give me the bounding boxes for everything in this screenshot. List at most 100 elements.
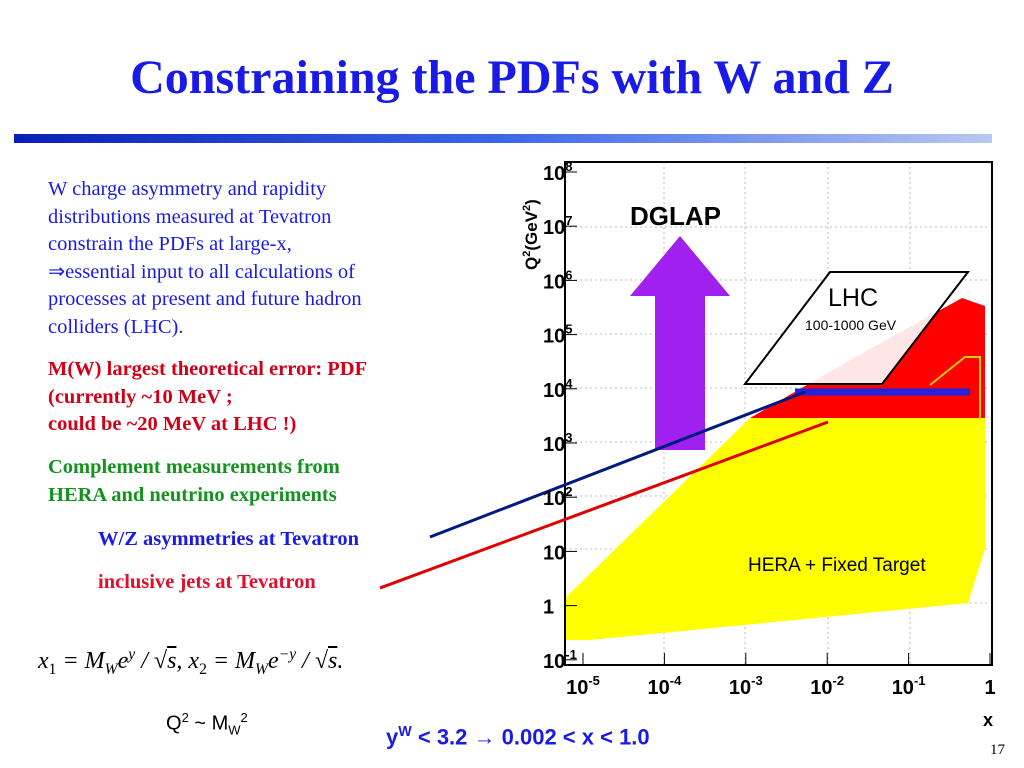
list-item: W/Z asymmetries at Tevatron — [98, 528, 359, 550]
tick-label: 102 — [543, 484, 572, 510]
text-line: distributions measured at Tevatron — [48, 205, 332, 228]
formula-part: , x — [176, 648, 200, 674]
title-rule — [14, 134, 992, 143]
text-line: colliders (LHC). — [48, 315, 184, 338]
range: yW < 3.2 → 0.002 < x < 1.0 — [386, 724, 650, 750]
tick-base: 10 — [543, 163, 565, 185]
region-label: DGLAP — [630, 201, 721, 231]
formula-part: s — [328, 648, 338, 674]
relation-part: 2 — [181, 710, 189, 725]
tick-label: 10-5 — [566, 673, 600, 699]
paragraph: W charge asymmetry and rapidity distribut… — [48, 176, 362, 342]
tick-base: 1 — [543, 597, 554, 619]
y-axis-title: Q2(GeV2) — [521, 199, 541, 270]
lhc-box — [742, 271, 971, 385]
tick-exponent: 5 — [565, 322, 572, 337]
page-number: 17 — [990, 742, 1005, 758]
relation-part: 2 — [240, 710, 248, 725]
text-line: processes at present and future hadron — [48, 288, 362, 311]
formula-part: = M — [206, 648, 256, 674]
region-label: LHC — [828, 284, 878, 312]
formula-part: / √ — [296, 648, 328, 674]
tick-exponent: -1 — [914, 673, 926, 688]
text-line: could be ~20 MeV at LHC !) — [48, 413, 297, 436]
relation: Q2 ~ MW2 — [166, 710, 248, 738]
tick-label: 10-1 — [543, 647, 577, 673]
tick-base: 1 — [984, 677, 995, 699]
formula-part: / √ — [135, 648, 168, 674]
formula-part: x — [38, 648, 49, 674]
text-line: W charge asymmetry and rapidity — [48, 178, 327, 200]
axis-title-part: 2 — [521, 205, 533, 211]
tick-label: 10 — [543, 542, 565, 564]
tick-label: 103 — [543, 430, 572, 456]
formula-part: −y — [278, 646, 297, 663]
formula-part: 2 — [199, 660, 207, 678]
formula-part: W — [255, 660, 269, 678]
tick-base: 10 — [543, 651, 565, 673]
formula-part: 1 — [48, 660, 57, 678]
hera-region — [565, 418, 985, 640]
tick-base: 10 — [892, 677, 914, 699]
region-label: 100-1000 GeV — [805, 317, 897, 333]
tick-base: 10 — [566, 677, 588, 699]
tick-base: 10 — [543, 488, 565, 510]
text-line: constrain the PDFs at large-x, — [48, 233, 292, 256]
plot-frame — [564, 161, 993, 666]
text-line: M(W) largest theoretical error: PDF — [48, 358, 368, 380]
range-part: y — [386, 724, 399, 750]
tick-exponent: -1 — [565, 647, 577, 662]
tick-label: 107 — [543, 213, 572, 239]
region-label: HERA + Fixed Target — [748, 555, 926, 576]
relation-part: W — [228, 722, 241, 738]
formula-part: = M — [56, 648, 105, 674]
formula-part: W — [104, 660, 118, 678]
tick-label: 10-2 — [810, 673, 844, 699]
tick-base: 10 — [543, 434, 565, 456]
pointer-line — [379, 420, 829, 590]
tick-exponent: -3 — [751, 673, 763, 688]
tick-exponent: -4 — [670, 673, 682, 688]
formula-part: s — [167, 648, 177, 674]
paragraph: Complement measurements from HERA and neu… — [48, 454, 340, 509]
tick-exponent: 3 — [565, 430, 572, 445]
x-axis-title: x — [983, 710, 993, 730]
text-line: ⇒essential input to all calculations of — [48, 260, 355, 283]
tick-label: 104 — [543, 376, 573, 402]
tick-exponent: 6 — [565, 267, 572, 282]
tick-base: 10 — [647, 677, 669, 699]
tick-label: 10-3 — [729, 673, 763, 699]
slide-title: Constraining the PDFs with W and Z — [130, 51, 894, 104]
relation-part: Q — [166, 712, 182, 735]
dglap-arrow — [630, 236, 730, 450]
tick-label: 10-1 — [892, 673, 926, 699]
formula: x1 = MWey / √s, x2 = MWe−y / √s. — [38, 646, 343, 679]
tick-label: 108 — [543, 159, 572, 185]
tick-exponent: 7 — [565, 213, 572, 228]
text-line: HERA and neutrino experiments — [48, 483, 337, 506]
tick-base: 10 — [543, 271, 565, 293]
tick-base: 10 — [729, 677, 751, 699]
list-item: inclusive jets at Tevatron — [98, 571, 316, 593]
range-part: < 3.2 → 0.002 < x < 1.0 — [411, 724, 650, 750]
tick-base: 10 — [543, 380, 565, 402]
tick-exponent: -2 — [833, 673, 845, 688]
text-line: (currently ~10 MeV ; — [48, 385, 233, 408]
tick-base: 10 — [810, 677, 832, 699]
pointer-line — [429, 390, 806, 539]
formula-part: . — [337, 648, 344, 674]
axis-title-part: 2 — [521, 251, 533, 257]
relation-part: ~ M — [188, 712, 229, 735]
tick-label: 105 — [543, 322, 572, 348]
axis-title-part: ) — [522, 199, 541, 205]
paragraph: M(W) largest theoretical error: PDF (curr… — [48, 356, 367, 439]
axis-title-part: Q — [522, 257, 541, 270]
formula-part: y — [128, 646, 136, 663]
tick-label: 1 — [984, 677, 995, 699]
range-part: W — [398, 724, 412, 740]
text-line: Complement measurements from — [48, 456, 340, 478]
tick-base: 10 — [543, 326, 565, 348]
axis-title-part: (GeV — [522, 210, 541, 250]
tick-exponent: 8 — [565, 159, 572, 174]
